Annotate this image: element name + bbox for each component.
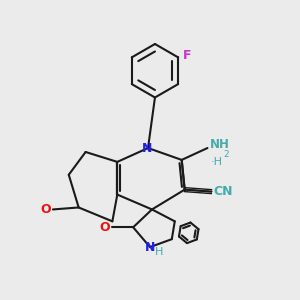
Text: ·H: ·H: [210, 157, 222, 167]
Text: F: F: [183, 49, 192, 62]
Text: N: N: [145, 241, 155, 254]
Text: N: N: [142, 142, 152, 154]
Text: H: H: [155, 247, 163, 257]
Text: CN: CN: [213, 185, 233, 198]
Text: O: O: [40, 203, 51, 216]
Text: O: O: [100, 221, 110, 234]
Text: 2: 2: [223, 150, 229, 159]
Text: NH: NH: [209, 138, 229, 151]
